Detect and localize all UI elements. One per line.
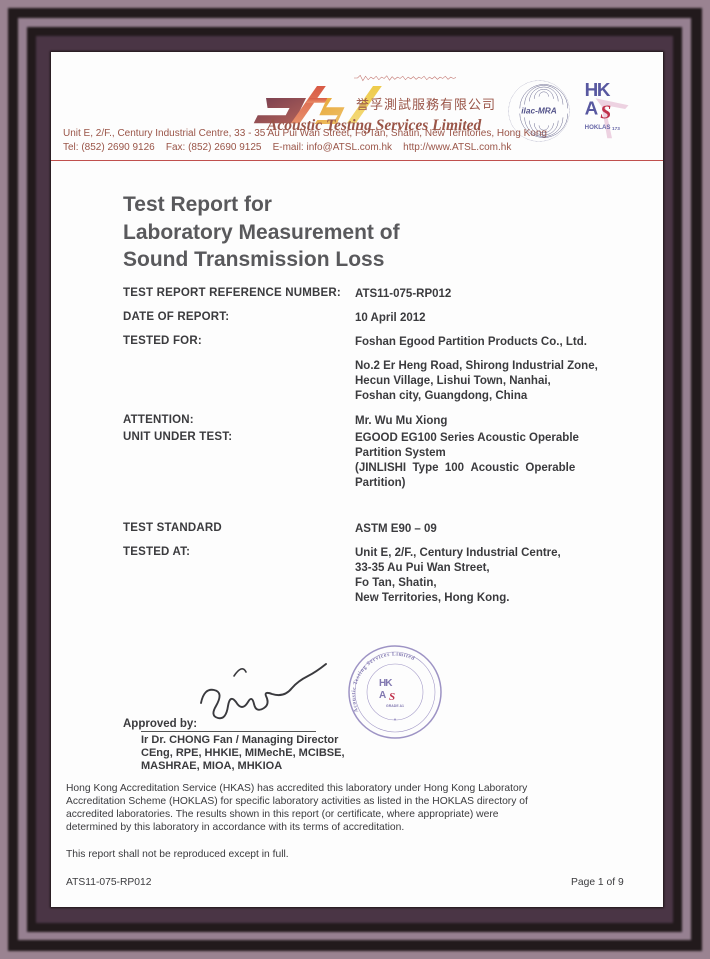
svg-text:A: A <box>379 690 386 701</box>
svg-text:HK: HK <box>585 79 611 100</box>
svg-text:HOKLAS: HOKLAS <box>585 124 611 131</box>
svg-text:GRADE A1: GRADE A1 <box>386 704 404 708</box>
svg-text:S: S <box>600 101 611 123</box>
svg-text:173: 173 <box>612 126 620 131</box>
svg-text:A: A <box>585 98 599 119</box>
svg-text:S: S <box>389 691 395 703</box>
svg-text:HK: HK <box>379 678 393 689</box>
svg-text:ilac-MRA: ilac-MRA <box>521 106 557 116</box>
